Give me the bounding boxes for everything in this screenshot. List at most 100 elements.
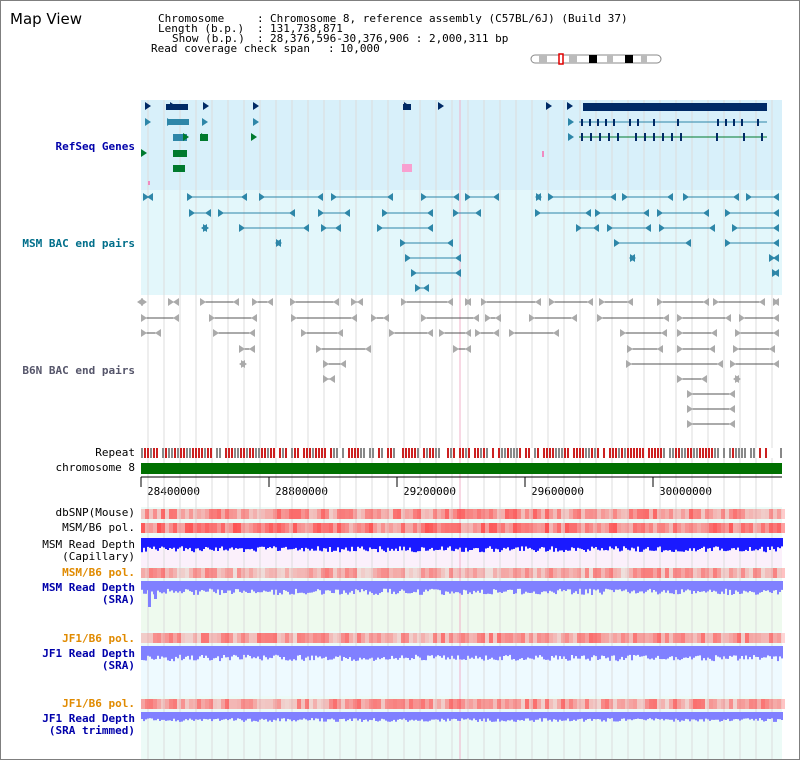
pol-mark [169, 523, 173, 533]
pol-mark [277, 568, 281, 578]
pol-mark [477, 699, 481, 709]
pol-mark [677, 568, 681, 578]
depth-bar [665, 581, 667, 593]
bac-end-marker [677, 314, 683, 322]
depth-bar [669, 712, 671, 720]
gene-arrow [145, 102, 151, 110]
refseq-genes-label[interactable]: RefSeq Genes [55, 140, 135, 153]
pol-mark [429, 699, 433, 709]
msm-bac-label[interactable]: MSM BAC end pairs [22, 237, 135, 250]
depth-bar [277, 646, 279, 656]
depth-bar [619, 538, 621, 552]
bac-end-marker [576, 224, 582, 232]
repeat-mark [663, 448, 665, 458]
depth-bar [501, 646, 503, 661]
repeat-mark [387, 448, 389, 458]
pol-mark [441, 509, 445, 519]
depth-bar [285, 646, 287, 661]
depth-bar [359, 646, 361, 658]
depth-bar [403, 581, 405, 591]
bac-end-marker [769, 254, 775, 262]
pol-mark [537, 633, 541, 643]
depth-bar [167, 538, 169, 550]
depth-bar [415, 646, 417, 655]
depth-bar [567, 581, 569, 590]
pol-mark [633, 633, 637, 643]
repeat-mark [171, 448, 173, 458]
depth-bar [649, 712, 651, 719]
pol-mark [249, 509, 253, 519]
pol-mark [161, 633, 165, 643]
depth-bar [251, 712, 253, 722]
pol-mark [357, 568, 361, 578]
chromosome-ideogram[interactable] [529, 53, 663, 65]
pol-mark [657, 523, 661, 533]
depth-bar [143, 712, 145, 722]
depth-bar [697, 712, 699, 722]
depth-bar [255, 581, 257, 594]
repeat-mark [738, 448, 740, 458]
pol-mark [733, 633, 737, 643]
repeat-mark [636, 448, 638, 458]
depth-bar [177, 538, 179, 549]
depth-bar [737, 712, 739, 720]
depth-bar [705, 646, 707, 661]
depth-bar [177, 712, 179, 721]
pol-mark [257, 523, 261, 533]
repeat-mark [276, 448, 278, 458]
pol-mark [493, 509, 497, 519]
repeat-mark [768, 448, 770, 458]
exon [671, 133, 673, 141]
depth-bar [221, 538, 223, 547]
pol-mark [637, 523, 641, 533]
depth-bar [215, 538, 217, 548]
pol-mark [189, 509, 193, 519]
depth-bar [773, 712, 775, 722]
depth-bar [339, 538, 341, 553]
depth-bar [679, 712, 681, 722]
depth-bar [497, 646, 499, 661]
pol-mark [669, 509, 673, 519]
pol-mark [737, 568, 741, 578]
pol-mark [761, 523, 765, 533]
depth-bar [215, 581, 217, 594]
repeat-mark [615, 448, 617, 458]
depth-bar [431, 646, 433, 656]
pol-mark [397, 523, 401, 533]
depth-bar [513, 538, 515, 549]
depth-bar [327, 712, 329, 720]
depth-bar [661, 538, 663, 553]
pol-mark [453, 699, 457, 709]
pol-mark [277, 699, 281, 709]
depth-bar [305, 646, 307, 658]
depth-bar [243, 712, 245, 722]
depth-bar [329, 581, 331, 591]
depth-bar [245, 581, 247, 592]
depth-bar [405, 712, 407, 721]
bac-end-marker [773, 314, 779, 322]
pol-mark [253, 509, 257, 519]
pol-mark [405, 523, 409, 533]
bac-end-marker [629, 254, 635, 262]
depth-bar [189, 581, 191, 592]
b6n-bac-label[interactable]: B6N BAC end pairs [22, 364, 135, 377]
depth-bar [671, 712, 673, 720]
depth-bar [229, 646, 231, 661]
bac-end-marker [620, 329, 626, 337]
depth-bar [595, 538, 597, 547]
pol-mark [681, 699, 685, 709]
depth-bar [513, 581, 515, 594]
pol-mark [553, 568, 557, 578]
pol-mark [157, 568, 161, 578]
pol-mark [173, 699, 177, 709]
bac-end-marker [627, 345, 633, 353]
depth-bar [725, 581, 727, 589]
bac-end-marker [290, 298, 296, 306]
depth-bar [403, 538, 405, 547]
depth-bar [169, 712, 171, 721]
depth-bar [437, 538, 439, 550]
depth-bar [679, 581, 681, 594]
bac-end-marker [344, 209, 350, 217]
repeat-mark [690, 448, 692, 458]
